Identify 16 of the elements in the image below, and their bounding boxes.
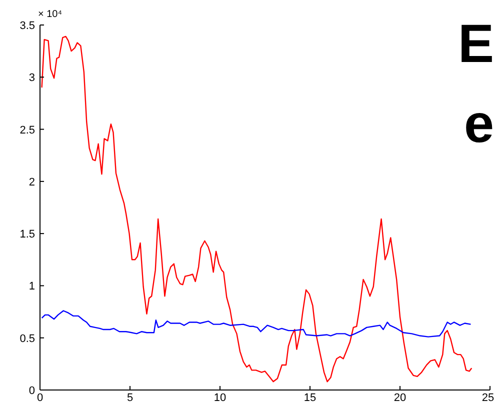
y-tick-label: 1: [28, 280, 35, 293]
text: × 10⁴: [38, 9, 62, 20]
y-tick-label: 2: [28, 176, 35, 188]
x-tick-label: 25: [482, 392, 494, 404]
y-tick-label: 3: [28, 72, 35, 84]
text: E e: [458, 14, 494, 154]
x-tick-label: 15: [304, 392, 316, 404]
x-tick-label: 0: [36, 392, 44, 404]
x-tick-label: 20: [394, 392, 406, 404]
y-tick-label: 1.5: [20, 228, 35, 241]
x-tick-label: 5: [126, 392, 134, 404]
line-series: [41, 310, 472, 338]
x-tick-label: 10: [214, 392, 226, 404]
y-tick-label: 0.5: [20, 332, 35, 345]
y-tick-label: 3.5: [20, 20, 35, 32]
y-tick-label: 2.5: [20, 124, 35, 136]
